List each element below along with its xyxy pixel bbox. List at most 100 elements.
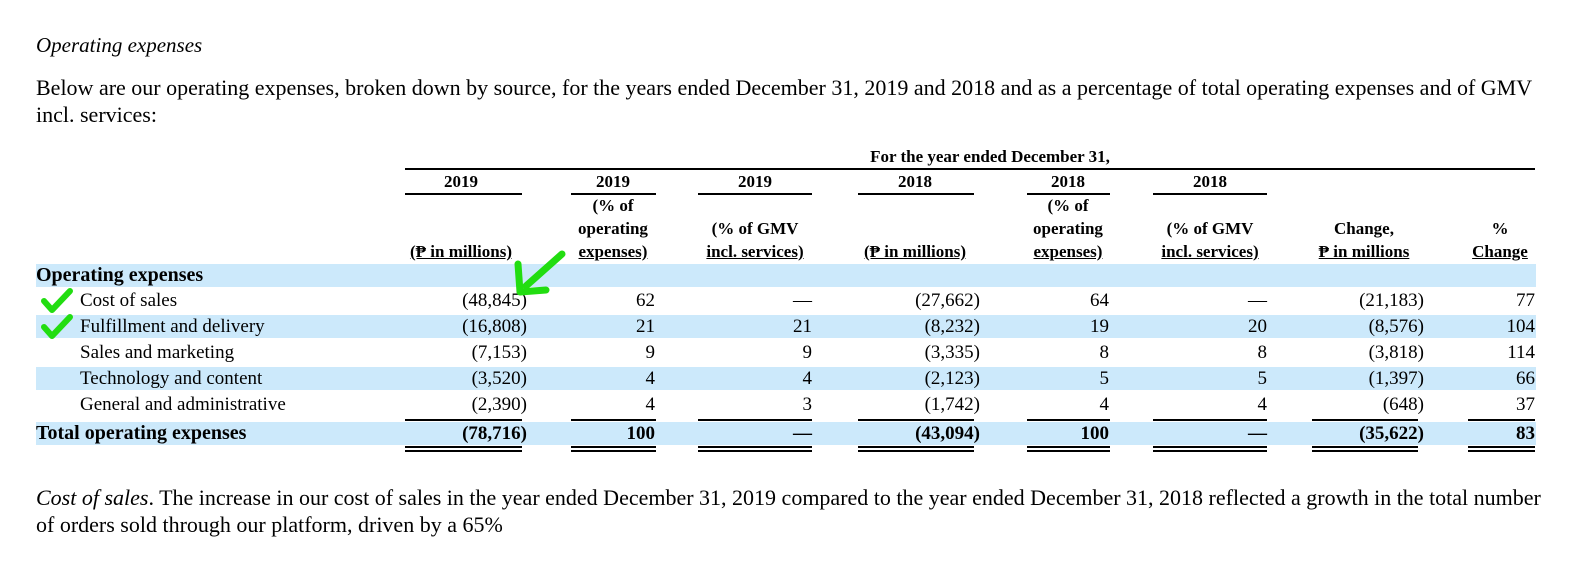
table-cell: 4 xyxy=(802,368,813,389)
column-year: 2018 xyxy=(1051,172,1085,191)
column-year: 2018 xyxy=(898,172,932,191)
column-subheader: expenses) xyxy=(1033,242,1103,261)
table-cell: (8,576) xyxy=(1368,316,1424,337)
row-label: Sales and marketing xyxy=(80,342,235,363)
table-cell: (3,335) xyxy=(924,342,980,363)
column-year-rule xyxy=(571,193,656,195)
column-subheader: operating xyxy=(578,219,648,238)
total-double-rule xyxy=(571,446,656,452)
table-cell: 4 xyxy=(1257,394,1268,415)
total-top-rule xyxy=(1153,419,1267,421)
total-cell: (35,622) xyxy=(1359,423,1424,444)
table-cell: (16,808) xyxy=(462,316,527,337)
footer-text: . The increase in our cost of sales in t… xyxy=(36,485,1541,537)
total-double-rule xyxy=(858,446,974,452)
row-highlight xyxy=(36,315,1536,338)
table-cell: (3,520) xyxy=(471,368,527,389)
total-cell: (78,716) xyxy=(462,423,527,444)
total-double-rule xyxy=(1027,446,1110,452)
row-highlight xyxy=(36,422,1536,445)
total-double-rule xyxy=(1468,446,1535,452)
footer-italic-lead: Cost of sales xyxy=(36,485,149,510)
table-cell: 9 xyxy=(645,342,656,363)
footer-paragraph: Cost of sales. The increase in our cost … xyxy=(36,484,1556,538)
total-label: Total operating expenses xyxy=(36,422,247,444)
table-cell: (1,397) xyxy=(1368,368,1424,389)
table-cell: 5 xyxy=(1099,368,1110,389)
column-subheader: (% of GMV xyxy=(711,219,799,238)
column-year: 2019 xyxy=(596,172,630,191)
table-cell: 64 xyxy=(1090,290,1109,311)
intro-paragraph: Below are our operating expenses, broken… xyxy=(36,75,1532,127)
total-top-rule xyxy=(1468,419,1535,421)
total-cell: (43,094) xyxy=(915,423,980,444)
column-year: 2019 xyxy=(444,172,478,191)
total-double-rule xyxy=(698,446,812,452)
total-top-rule xyxy=(405,419,522,421)
table-cell: 4 xyxy=(645,368,656,389)
table-cell: 104 xyxy=(1506,316,1536,337)
total-cell: 100 xyxy=(1080,423,1110,444)
column-subheader: ₱ in millions xyxy=(1318,242,1410,261)
table-cell: 19 xyxy=(1090,316,1109,337)
group-label: Operating expenses xyxy=(36,264,204,286)
span-header: For the year ended December 31, xyxy=(870,147,1110,166)
table-cell: 37 xyxy=(1516,394,1535,415)
column-subheader: Change, xyxy=(1334,219,1394,238)
column-subheader: (₱ in millions) xyxy=(863,242,966,261)
row-highlight xyxy=(36,264,1536,287)
column-subheader: Change xyxy=(1472,242,1528,261)
row-label: General and administrative xyxy=(80,394,286,415)
total-double-rule xyxy=(1153,446,1267,452)
total-top-rule xyxy=(571,419,656,421)
column-subheader: (% of GMV xyxy=(1166,219,1254,238)
column-year-rule xyxy=(1153,193,1267,195)
total-double-rule xyxy=(1312,446,1418,452)
column-year-rule xyxy=(698,193,812,195)
table-cell: (2,123) xyxy=(924,368,980,389)
table-cell: 9 xyxy=(802,342,813,363)
total-cell: 83 xyxy=(1516,423,1535,444)
column-subheader: (₱ in millions) xyxy=(409,242,512,261)
table-cell: 21 xyxy=(793,316,812,337)
total-cell: — xyxy=(793,423,812,444)
column-subheader: incl. services) xyxy=(1161,242,1259,261)
column-subheader: incl. services) xyxy=(706,242,804,261)
column-year: 2019 xyxy=(738,172,772,191)
total-double-rule xyxy=(405,446,522,452)
column-subheader: expenses) xyxy=(578,242,648,261)
table-cell: (2,390) xyxy=(471,394,527,415)
total-cell: 100 xyxy=(626,423,656,444)
table-cell: 3 xyxy=(802,394,813,415)
span-header-rule xyxy=(405,168,1535,170)
checkmark-icon xyxy=(40,314,74,340)
total-top-rule xyxy=(1027,419,1110,421)
table-cell: (21,183) xyxy=(1359,290,1424,311)
table-cell: 8 xyxy=(1257,342,1268,363)
row-label: Fulfillment and delivery xyxy=(80,316,265,337)
column-subheader: operating xyxy=(1033,219,1103,238)
table-cell: (8,232) xyxy=(924,316,980,337)
checkmark-icon xyxy=(40,288,74,314)
column-year-rule xyxy=(405,193,522,195)
table-cell: (648) xyxy=(1382,394,1424,415)
table-cell: 8 xyxy=(1099,342,1110,363)
table-cell: 4 xyxy=(645,394,656,415)
table-cell: (27,662) xyxy=(915,290,980,311)
total-cell: — xyxy=(1248,423,1267,444)
column-subheader: (% of xyxy=(1047,196,1089,215)
total-top-rule xyxy=(698,419,812,421)
table-cell: 114 xyxy=(1507,342,1535,363)
row-label: Cost of sales xyxy=(80,290,178,311)
column-year-rule xyxy=(1027,193,1110,195)
table-cell: 77 xyxy=(1516,290,1535,311)
column-year-rule xyxy=(858,193,974,195)
section-title: Operating expenses xyxy=(36,33,203,57)
row-label: Technology and content xyxy=(80,368,263,389)
table-cell: 5 xyxy=(1257,368,1268,389)
total-top-rule xyxy=(1312,419,1418,421)
table-cell: (3,818) xyxy=(1368,342,1424,363)
total-top-rule xyxy=(858,419,974,421)
column-subheader: (% of xyxy=(592,196,634,215)
